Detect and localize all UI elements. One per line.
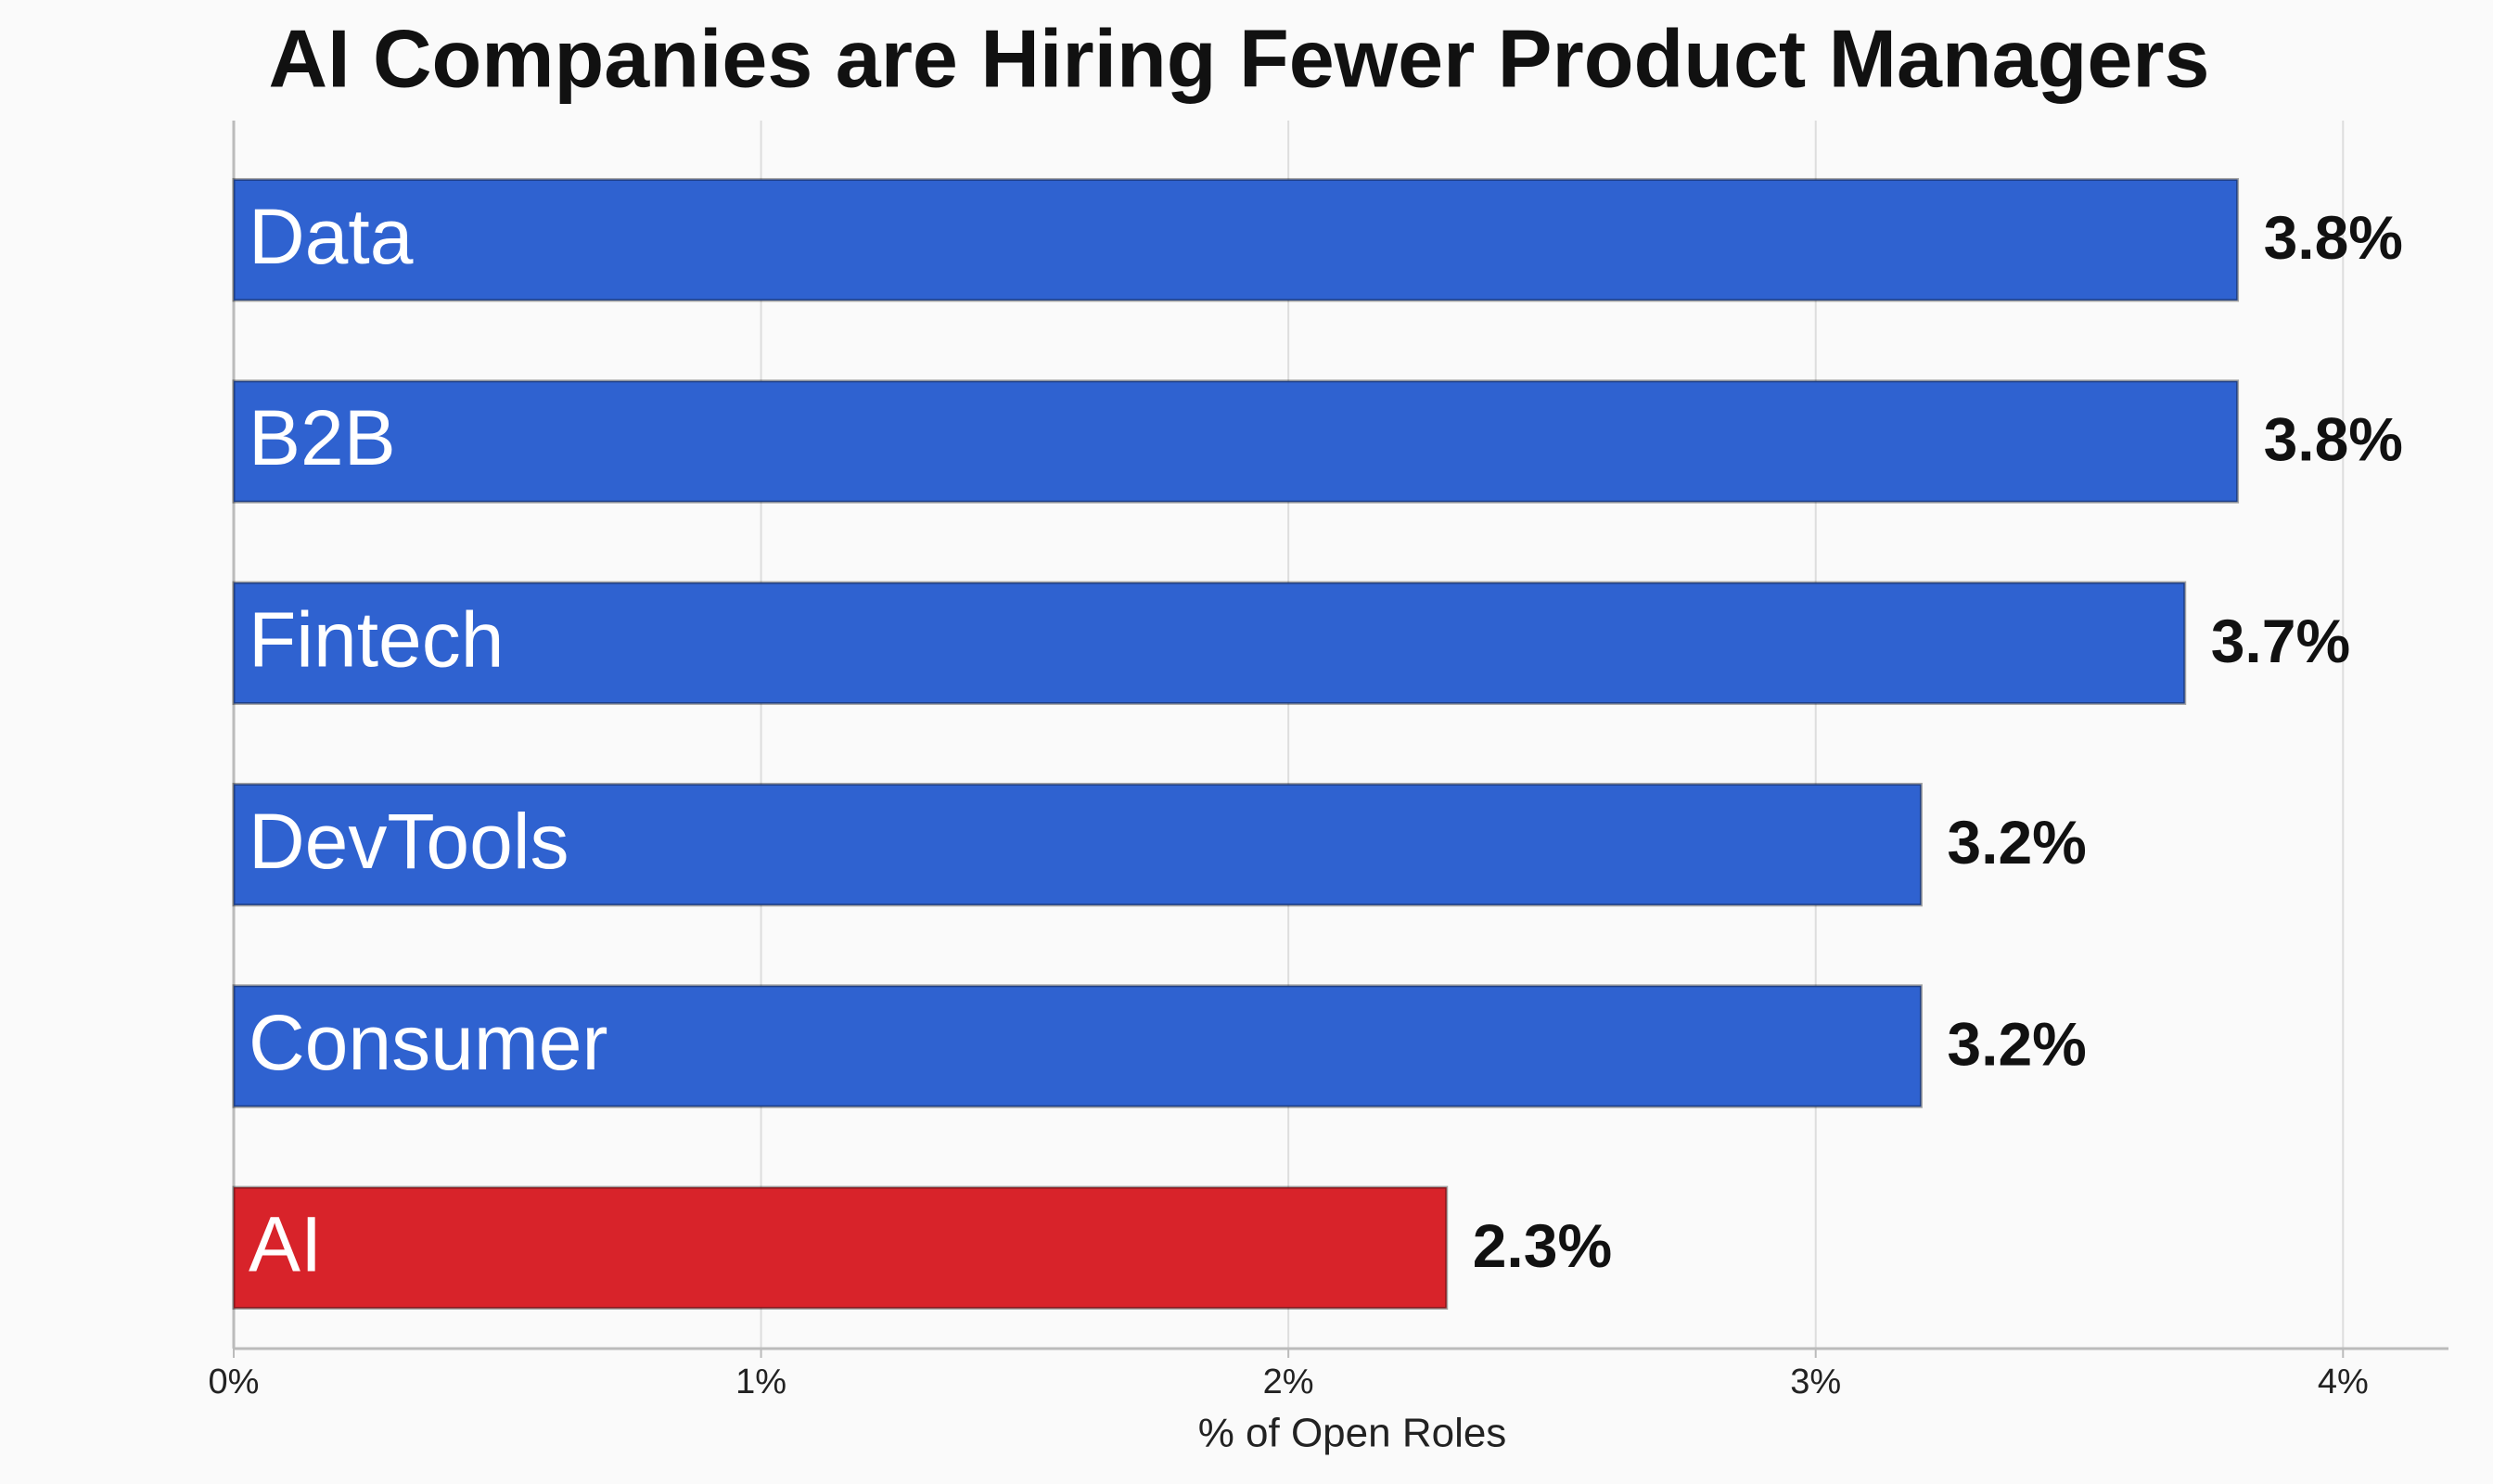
category-label: B2B bbox=[249, 394, 396, 481]
value-label: 3.8% bbox=[2264, 203, 2403, 272]
category-label: Data bbox=[249, 193, 414, 280]
value-label: 3.2% bbox=[1947, 808, 2086, 876]
bar bbox=[232, 379, 2240, 504]
bar bbox=[232, 581, 2187, 706]
x-axis-title: % of Open Roles bbox=[1198, 1411, 1507, 1456]
category-label: DevTools bbox=[249, 798, 569, 885]
x-tick-label: 0% bbox=[209, 1362, 260, 1401]
bar bbox=[232, 984, 1923, 1108]
bar bbox=[232, 782, 1923, 907]
x-tick-label: 2% bbox=[1263, 1362, 1314, 1401]
category-label: AI bbox=[249, 1201, 322, 1288]
value-label: 2.3% bbox=[1473, 1211, 1612, 1280]
value-label: 3.2% bbox=[1947, 1009, 2086, 1078]
bar bbox=[232, 1185, 1449, 1311]
x-tick-label: 1% bbox=[735, 1362, 786, 1401]
category-label: Consumer bbox=[249, 999, 607, 1086]
value-label: 3.7% bbox=[2211, 607, 2350, 675]
chart-title: AI Companies are Hiring Fewer Product Ma… bbox=[269, 12, 2210, 104]
value-label: 3.8% bbox=[2264, 404, 2403, 473]
x-tick-label: 3% bbox=[1790, 1362, 1841, 1401]
x-tick-label: 4% bbox=[2318, 1362, 2369, 1401]
bar bbox=[232, 177, 2240, 302]
category-label: Fintech bbox=[249, 596, 504, 684]
